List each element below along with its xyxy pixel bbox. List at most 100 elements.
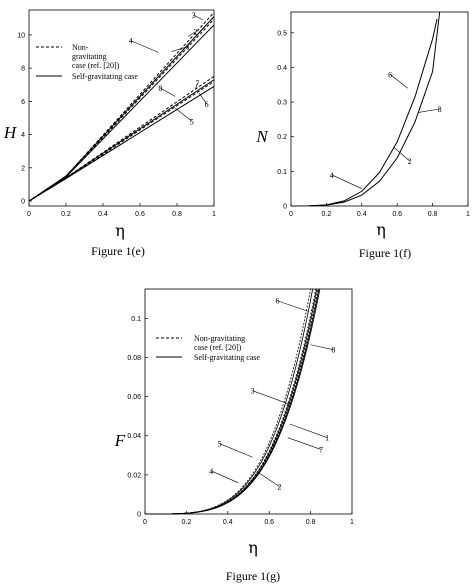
annotation-leader	[310, 344, 334, 350]
y-tick-label: 0.1	[277, 169, 287, 176]
x-tick-label: 0	[27, 211, 31, 218]
y-tick-label: 0.5	[277, 30, 287, 37]
y-tick-label: 4	[21, 132, 25, 139]
chart-figure-1g: 0 0.2 0.4 0.6 0.8 1 0 0.02 0.04 0.06 0.08 0.1 Fη Figu…	[114, 288, 354, 583]
x-tick-label: 0	[143, 519, 147, 526]
y-tick-label: 0	[283, 204, 287, 211]
x-axis-label: η	[248, 538, 258, 557]
annotation-leader	[277, 300, 309, 312]
legend-label: case (ref. [20])	[72, 61, 120, 70]
annotation-leader	[211, 470, 239, 483]
curve-label-8: 8	[158, 84, 162, 93]
figure-caption: Figure 1(e)	[91, 244, 145, 258]
series-line-5	[145, 288, 314, 515]
annotation-leader	[130, 40, 159, 53]
x-tick-label: 0.4	[357, 211, 367, 218]
y-axis-label: N	[255, 127, 269, 146]
x-tick-label: 0.8	[306, 519, 316, 526]
series-line-6	[28, 81, 215, 202]
y-tick-label: 0.2	[277, 134, 287, 141]
curve-label-1: 1	[325, 434, 329, 443]
annotation-leader	[389, 74, 409, 89]
curve-label-6: 6	[205, 100, 209, 109]
curve-label-8: 8	[438, 105, 442, 114]
annotation-leader	[252, 390, 291, 405]
series-line-A	[291, 18, 438, 206]
legend-label: Self-gravitating case	[194, 353, 260, 362]
annotation-leader	[187, 31, 196, 37]
y-tick-label: 0.4	[277, 65, 287, 72]
annotation-leader	[219, 443, 253, 458]
annotation-leader	[193, 14, 204, 21]
y-tick-label: 0.1	[131, 316, 141, 323]
y-tick-label: 0.3	[277, 100, 287, 107]
curve-label-7: 7	[319, 445, 323, 454]
figure-caption: Figure 1(f)	[359, 246, 411, 260]
annotation-leader	[331, 174, 362, 189]
x-tick-label: 0.8	[172, 211, 182, 218]
x-tick-label: 0.2	[182, 519, 192, 526]
legend-label: Non-gravitating	[194, 334, 245, 343]
y-tick-label: 0.04	[127, 433, 141, 440]
x-tick-label: 1	[466, 211, 470, 218]
annotation-leader	[258, 472, 280, 487]
legend-label: case (ref. [20])	[194, 343, 242, 352]
series-line-3	[28, 12, 215, 202]
y-axis-label: H	[3, 123, 18, 142]
legend-label: Self-gravitating case	[72, 72, 138, 81]
series-line-3	[145, 288, 317, 515]
y-tick-label: 0.06	[127, 394, 141, 401]
chart-figure-1f: 0 0.2 0.4 0.6 0.8 1 0 0.1 0.2 0.3 0.4 0.5 Nη Figure 1…	[255, 11, 470, 260]
curve-label-6: 6	[388, 70, 392, 79]
x-tick-label: 0.4	[223, 519, 233, 526]
y-tick-label: 10	[17, 32, 25, 39]
x-axis-label: η	[376, 220, 386, 239]
curve-label-8: 8	[331, 346, 335, 355]
x-tick-label: 0.6	[392, 211, 402, 218]
curve-label-2: 2	[278, 483, 282, 492]
series-line-B	[291, 11, 441, 206]
curve-label-4: 4	[209, 467, 213, 476]
x-tick-label: 0.2	[61, 211, 71, 218]
annotation-leader	[393, 146, 410, 162]
y-tick-label: 0.02	[127, 472, 141, 479]
y-tick-label: 6	[21, 99, 25, 106]
curve-label-2: 2	[194, 28, 198, 37]
annotation-leader	[174, 107, 192, 122]
x-tick-label: 1	[350, 519, 354, 526]
curve-label-2: 2	[408, 157, 412, 166]
annotation-leader	[195, 82, 198, 89]
curve-label-1: 1	[186, 43, 190, 52]
y-tick-label: 8	[21, 66, 25, 73]
y-axis-label: F	[114, 431, 126, 450]
figure-caption: Figure 1(g)	[226, 569, 280, 583]
legend-label: gravitating	[72, 52, 107, 61]
y-tick-label: 0	[21, 199, 25, 206]
y-tick-label: 2	[21, 165, 25, 172]
curve-label-3: 3	[251, 387, 255, 396]
annotation-leader	[418, 108, 440, 113]
x-tick-label: 0.8	[428, 211, 438, 218]
x-tick-label: 0.6	[135, 211, 145, 218]
y-tick-label: 0.08	[127, 355, 141, 362]
legend-label: Non-	[72, 43, 89, 52]
plot-frame	[144, 288, 353, 515]
annotation-leader	[160, 87, 176, 97]
plot-frame	[290, 11, 469, 207]
series-line-8	[145, 288, 320, 515]
x-tick-label: 0	[289, 211, 293, 218]
x-axis-label: η	[115, 221, 125, 240]
curve-label-5: 5	[218, 440, 222, 449]
series-line-6	[145, 288, 311, 515]
curve-label-5: 5	[190, 117, 194, 126]
curve-label-7: 7	[195, 79, 199, 88]
y-tick-label: 0	[137, 512, 141, 519]
x-tick-label: 1	[212, 211, 216, 218]
curve-label-6: 6	[275, 297, 279, 306]
curve-label-4: 4	[330, 171, 334, 180]
x-tick-label: 0.6	[264, 519, 274, 526]
annotation-leader	[287, 437, 322, 450]
annotation-leader	[289, 423, 328, 438]
